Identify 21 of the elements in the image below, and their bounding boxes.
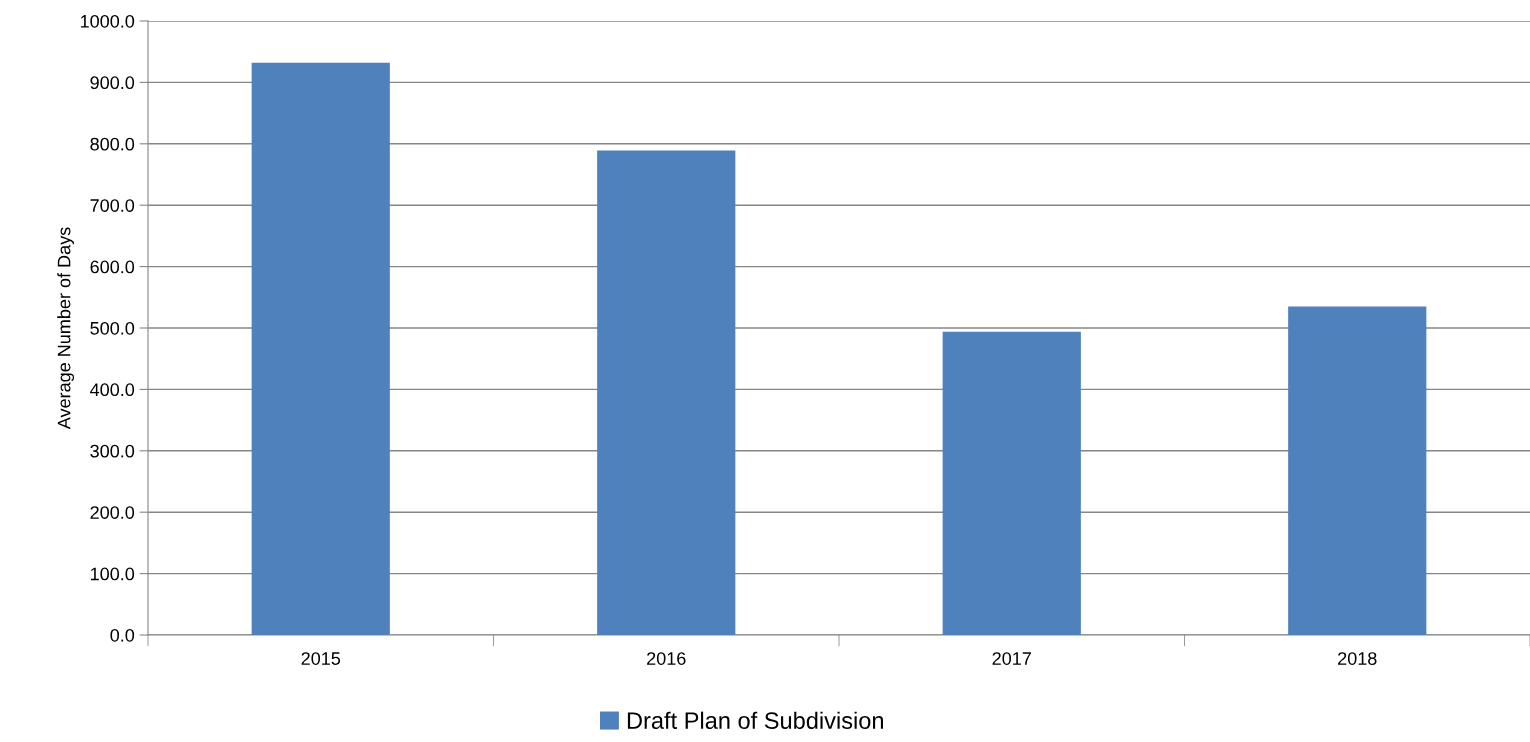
bar bbox=[942, 331, 1081, 635]
x-tick-label: 2015 bbox=[301, 652, 341, 665]
y-tick-label: 700.0 bbox=[90, 199, 135, 212]
y-tick-label: 600.0 bbox=[90, 260, 135, 274]
y-tick-label: 200.0 bbox=[90, 506, 135, 519]
bar bbox=[1288, 306, 1427, 635]
legend-label: Draft Plan of Subdivision bbox=[627, 711, 883, 729]
y-tick-label: 500.0 bbox=[90, 321, 135, 335]
bar bbox=[597, 150, 736, 635]
y-tick-label: 300.0 bbox=[90, 444, 135, 458]
x-tick-label: 2017 bbox=[992, 652, 1031, 665]
y-tick-label: 900.0 bbox=[90, 76, 135, 90]
y-tick-label: 100.0 bbox=[91, 567, 135, 581]
y-tick-label: 0.0 bbox=[110, 628, 135, 642]
x-tick-label: 2016 bbox=[647, 652, 686, 665]
y-tick-label: 1000.0 bbox=[80, 14, 135, 28]
y-tick-label: 400.0 bbox=[90, 383, 135, 397]
bar bbox=[251, 62, 390, 635]
y-axis-title: Average Number of Days bbox=[57, 227, 75, 430]
y-tick-label: 800.0 bbox=[90, 137, 135, 151]
x-tick-label: 2018 bbox=[1338, 652, 1377, 665]
